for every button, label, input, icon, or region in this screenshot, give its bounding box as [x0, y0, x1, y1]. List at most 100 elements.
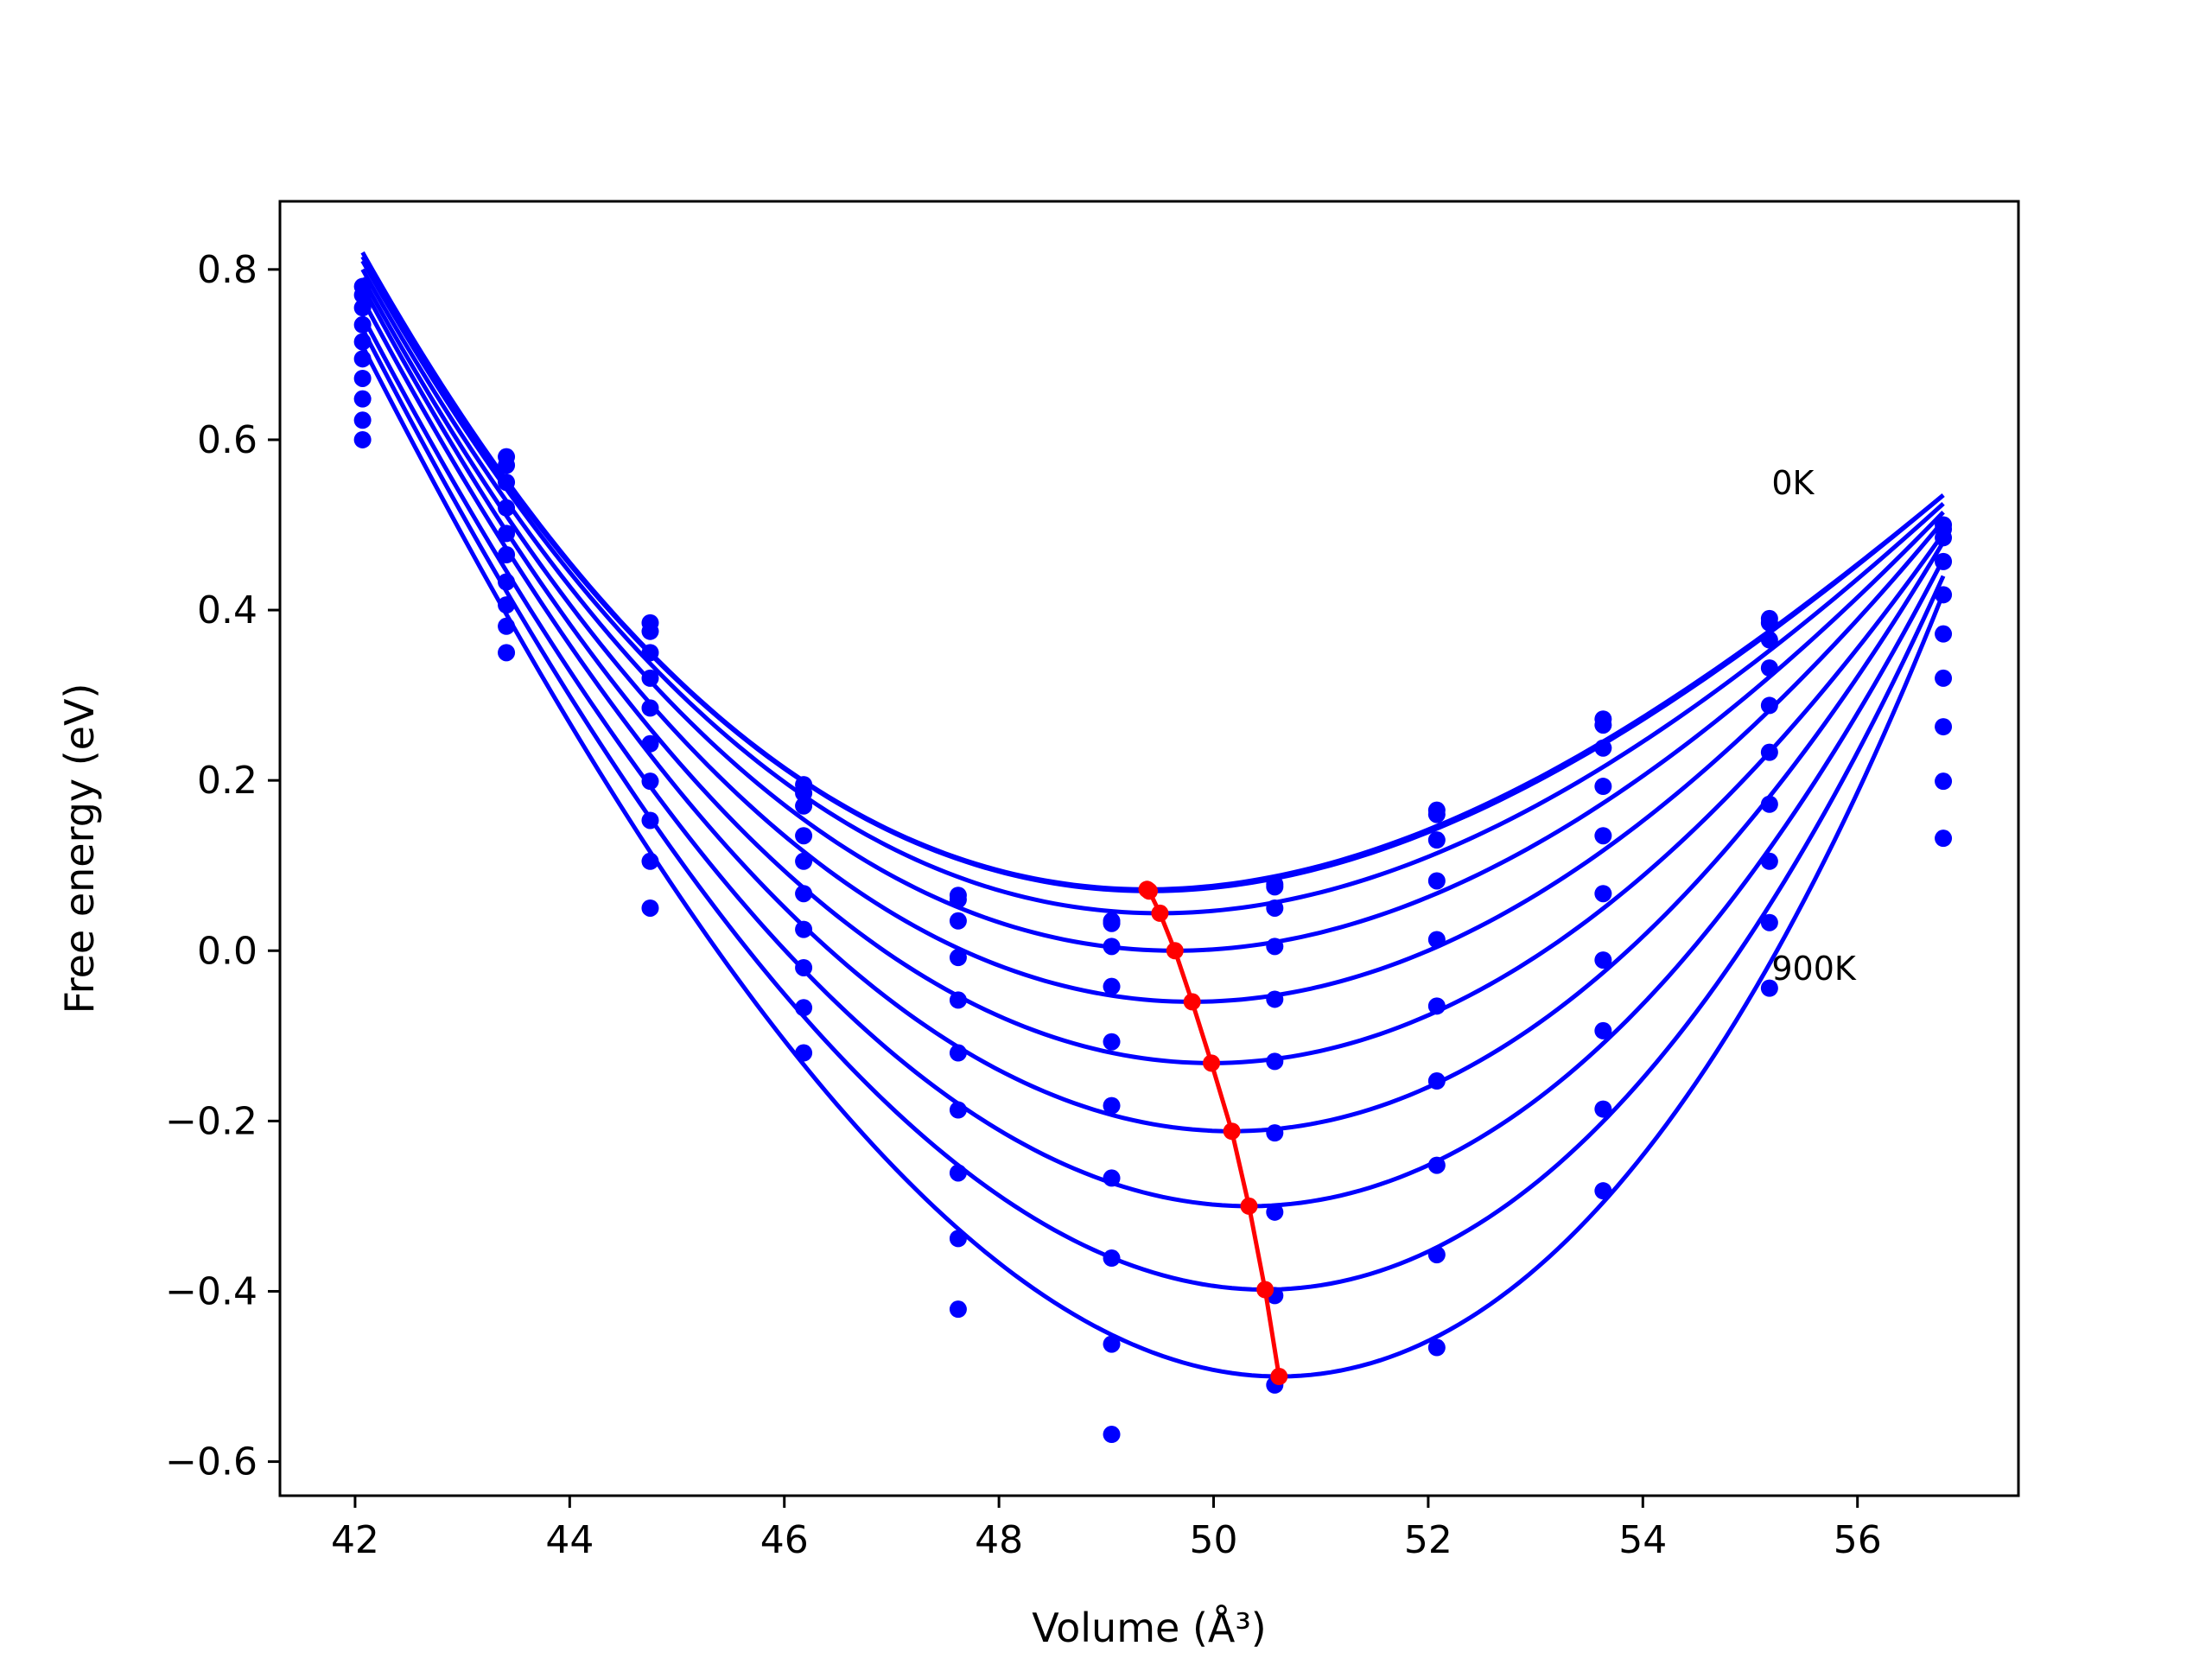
data-point-500K [498, 545, 516, 563]
data-point-500K [1103, 1096, 1121, 1115]
data-point-800K [498, 617, 516, 635]
data-point-300K [1935, 552, 1953, 570]
x-tick-label: 50 [1190, 1518, 1238, 1562]
fit-curve-900K [360, 345, 1946, 1379]
data-point-200K [641, 644, 659, 662]
data-point-700K [949, 1164, 967, 1182]
data-point-600K [498, 573, 516, 591]
data-point-200K [1594, 739, 1612, 757]
data-point-400K [1266, 990, 1284, 1008]
data-point-600K [949, 1101, 967, 1119]
data-point-500K [353, 350, 372, 368]
data-point-900K [1935, 830, 1953, 848]
y-tick-label: 0.6 [197, 418, 257, 462]
axis-ticks: 42 44 46 48 50 52 54 56 −0.6 −0.4 −0.2 0.0 0.2 0.4 0.6… [165, 248, 1882, 1562]
data-point-700K [795, 958, 813, 976]
fit-curve-800K [360, 327, 1946, 1292]
data-point-300K [1427, 872, 1446, 890]
data-point-400K [949, 991, 967, 1009]
data-point-100K [1594, 716, 1612, 734]
data-point-400K [353, 333, 372, 351]
data-point-700K [641, 811, 659, 830]
data-point-300K [641, 669, 659, 687]
data-point-700K [1103, 1249, 1121, 1268]
y-axis-label: Free energy (eV) [56, 683, 103, 1014]
data-point-900K [641, 899, 659, 917]
data-point-600K [1103, 1169, 1121, 1187]
data-point-400K [1427, 931, 1446, 949]
data-point-800K [795, 999, 813, 1017]
minimum-point [1270, 1368, 1288, 1386]
data-point-100K [1103, 914, 1121, 932]
temperature-annotation: 0K [1771, 464, 1815, 502]
data-point-800K [641, 852, 659, 870]
data-point-800K [1427, 1246, 1446, 1264]
data-point-300K [353, 315, 372, 334]
data-point-100K [1760, 613, 1778, 632]
y-tick-label: 0.8 [197, 248, 257, 292]
data-point-400K [1760, 696, 1778, 715]
data-point-900K [353, 430, 372, 448]
data-point-400K [1935, 586, 1953, 604]
data-point-200K [1103, 938, 1121, 956]
minimum-point [1166, 942, 1184, 960]
y-tick-label: 0.2 [197, 759, 257, 803]
x-tick-label: 46 [760, 1518, 809, 1562]
temperature-annotation: 900K [1771, 950, 1857, 988]
data-point-800K [1103, 1335, 1121, 1353]
data-point-600K [641, 772, 659, 791]
data-point-200K [353, 299, 372, 317]
data-point-300K [1103, 977, 1121, 995]
fit-curve-700K [360, 315, 1946, 1209]
data-point-400K [498, 524, 516, 543]
data-point-900K [1103, 1426, 1121, 1444]
data-point-200K [1935, 529, 1953, 547]
data-point-600K [1427, 1072, 1446, 1090]
data-point-600K [1266, 1124, 1284, 1142]
minimum-point [1151, 904, 1169, 922]
x-tick-label: 42 [331, 1518, 379, 1562]
axes-frame [278, 200, 2020, 1497]
data-point-900K [949, 1300, 967, 1319]
x-tick-label: 48 [975, 1518, 1023, 1562]
data-point-100K [498, 456, 516, 474]
minimum-point [1183, 993, 1201, 1011]
data-point-400K [1594, 827, 1612, 845]
data-point-600K [1935, 669, 1953, 687]
data-point-800K [1760, 913, 1778, 931]
minimum-point [1223, 1122, 1241, 1141]
data-point-900K [795, 1044, 813, 1062]
data-point-700K [498, 596, 516, 614]
data-point-700K [353, 390, 372, 408]
data-point-700K [1760, 852, 1778, 870]
data-point-300K [949, 949, 967, 967]
data-point-100K [795, 784, 813, 802]
data-point-800K [353, 411, 372, 429]
data-point-800K [1935, 772, 1953, 791]
data-point-700K [1266, 1203, 1284, 1221]
y-tick-label: −0.6 [165, 1440, 257, 1484]
x-tick-label: 44 [545, 1518, 594, 1562]
y-tick-label: −0.2 [165, 1099, 257, 1143]
fit-curve-600K [360, 298, 1946, 1134]
y-tick-label: −0.4 [165, 1269, 257, 1313]
x-tick-label: 56 [1834, 1518, 1882, 1562]
data-point-300K [1760, 659, 1778, 677]
data-point-500K [795, 885, 813, 903]
data-point-600K [353, 369, 372, 387]
minimum-point [1203, 1054, 1221, 1072]
fit-curve-500K [360, 285, 1946, 1065]
y-tick-label: 0.0 [197, 929, 257, 973]
data-point-500K [1427, 997, 1446, 1015]
data-point-600K [795, 920, 813, 938]
data-point-500K [1266, 1052, 1284, 1071]
data-point-500K [949, 1044, 967, 1062]
data-point-500K [1594, 885, 1612, 903]
data-point-200K [1427, 831, 1446, 849]
data-point-100K [641, 622, 659, 640]
data-point-200K [1760, 631, 1778, 649]
data-point-400K [1103, 1033, 1121, 1051]
minimum-point [1141, 882, 1158, 900]
data-point-100K [1266, 878, 1284, 896]
